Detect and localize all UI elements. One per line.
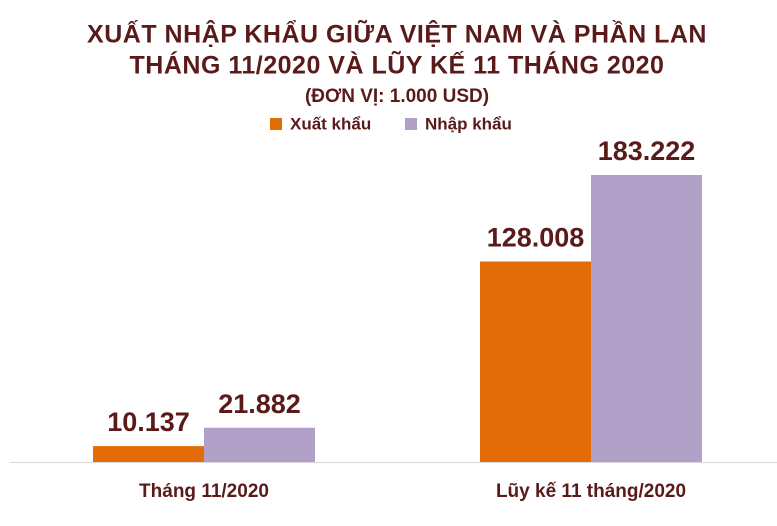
bar — [480, 261, 591, 462]
x-tick-label: Tháng 11/2020 — [139, 481, 269, 502]
x-tick-label: Lũy kế 11 tháng/2020 — [496, 481, 686, 502]
legend-swatch — [405, 118, 417, 130]
legend-label: Xuất khẩu — [290, 114, 371, 133]
bar — [93, 446, 204, 462]
bar — [591, 175, 702, 462]
legend-swatch — [270, 118, 282, 130]
value-label: 183.222 — [598, 136, 696, 166]
bar — [204, 427, 315, 462]
value-label: 128.008 — [487, 223, 585, 253]
unit-note: (ĐƠN VỊ: 1.000 USD) — [305, 86, 489, 107]
chart-title: XUẤT NHẬP KHẨU GIỮA VIỆT NAM VÀ PHẦN LAN — [87, 19, 707, 49]
value-label: 21.882 — [218, 389, 301, 419]
value-label: 10.137 — [107, 407, 190, 437]
chart-subtitle: THÁNG 11/2020 VÀ LŨY KẾ 11 THÁNG 2020 — [130, 50, 665, 80]
legend-label: Nhập khẩu — [425, 114, 512, 133]
